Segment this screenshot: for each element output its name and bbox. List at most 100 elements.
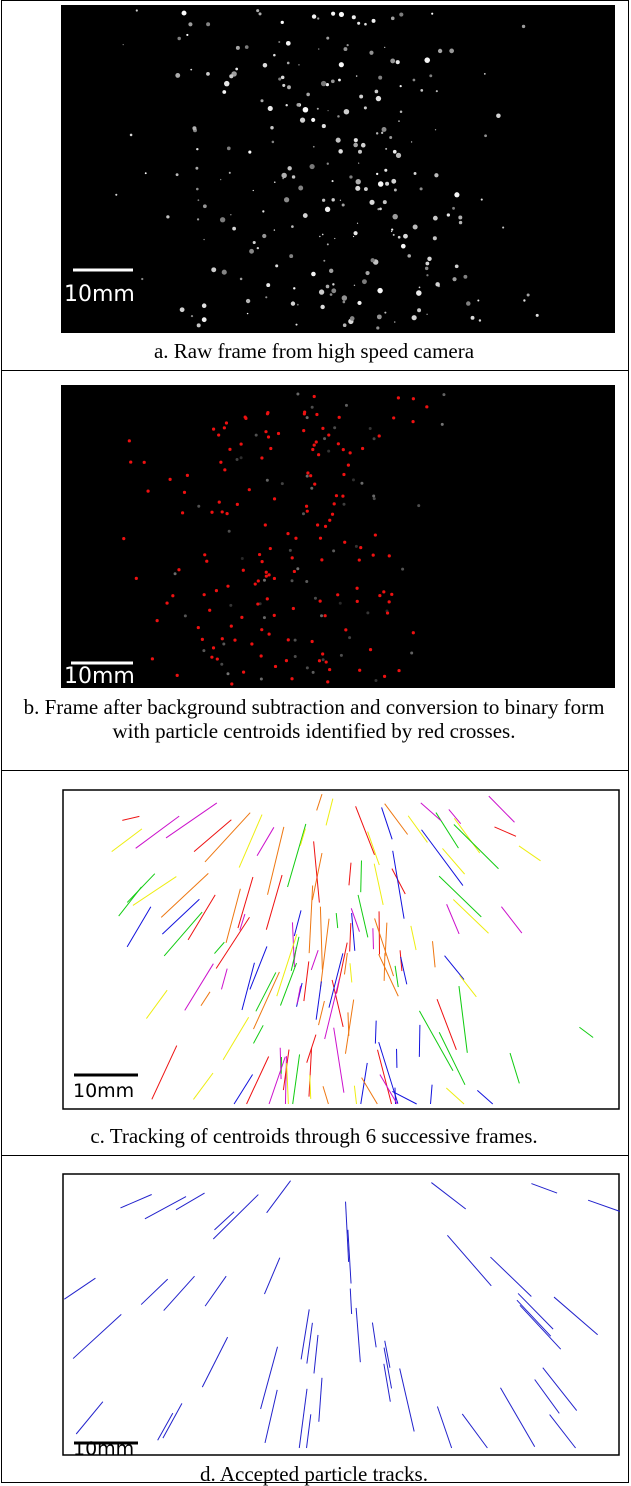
particle [401,244,406,249]
particle [361,143,366,148]
caption: c. Tracking of centroids through 6 succe… [4,1124,624,1148]
centroid [328,519,331,522]
centroid [412,631,415,634]
centroid [378,434,381,437]
centroid [146,490,149,493]
centroid [305,505,308,508]
frame-background [61,385,615,688]
particle [452,277,456,281]
particle [455,194,457,196]
particle [180,307,185,312]
particle [358,150,362,154]
centroid [225,512,228,515]
centroid [311,640,314,643]
particle [123,44,124,45]
centroid [221,510,224,513]
particle [222,643,225,646]
particle [339,12,344,17]
particle [343,323,347,327]
particle [394,321,396,323]
particle [175,73,180,78]
centroid [317,453,320,456]
particle [452,207,455,210]
centroid [337,442,340,445]
centroid [250,642,253,645]
centroid [306,471,309,474]
centroid [256,602,259,605]
particle [484,134,487,137]
particle [275,264,278,267]
particle [302,512,305,515]
particle [425,262,429,266]
centroid [369,648,372,651]
centroid [228,448,231,451]
particle [295,324,297,326]
particle [197,505,200,508]
centroid [260,456,263,459]
centroid [321,427,324,430]
particle [455,264,459,268]
particle [246,299,250,303]
particle [188,22,192,26]
particle [202,317,207,322]
particle [281,21,284,24]
centroid [274,665,277,668]
particle [447,213,450,216]
particle [355,545,358,548]
particle [265,296,267,298]
particle [220,217,225,222]
particle [383,200,387,204]
particle [274,229,275,230]
centroid [268,633,271,636]
centroid [242,569,245,572]
particle [323,260,325,262]
particle [306,93,310,97]
particle [353,143,358,148]
track [419,1025,420,1057]
centroid [309,474,312,477]
centroid [165,601,168,604]
particle [376,173,378,175]
centroid [355,587,358,590]
particle [311,406,314,409]
centroid [397,669,400,672]
particle [362,279,367,284]
centroid [347,464,350,467]
centroid [205,560,208,563]
centroid [230,682,233,685]
tracking-plot: 10mm [62,789,620,1110]
centroid [268,573,271,576]
particle [257,247,259,249]
centroid [319,537,322,540]
centroid [203,593,206,596]
particle [274,181,276,183]
particle [344,109,350,115]
centroid [412,397,415,400]
centroid [411,420,414,423]
particle [245,45,249,49]
centroid [216,657,219,660]
particle [259,12,262,15]
centroid [397,396,400,399]
particle [298,64,299,65]
particle [407,254,411,258]
particle [420,89,423,92]
particle [442,393,445,396]
particle [294,655,297,658]
particle [436,90,438,92]
raw-frame: 10mm [61,5,615,333]
centroid [316,523,319,526]
centroid [313,395,316,398]
particle [393,150,397,154]
centroid [320,558,323,561]
particle [262,234,266,238]
particle [263,616,266,619]
particle [326,37,329,40]
particle [206,72,210,76]
particle [296,393,299,396]
centroid [210,656,213,659]
particle [270,126,273,129]
particle [382,127,387,132]
centroid [291,556,294,559]
particle [197,199,199,201]
